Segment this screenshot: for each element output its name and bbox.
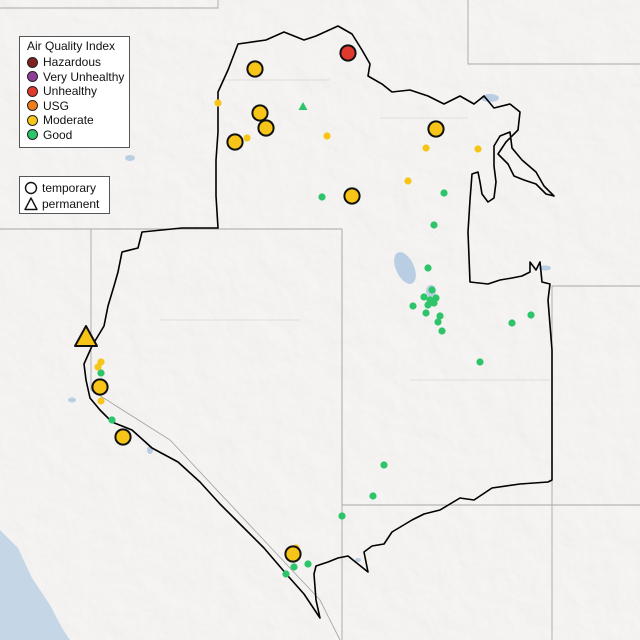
legend-item-good: Good [27, 128, 129, 143]
hazardous-swatch [27, 56, 38, 68]
triangle-icon [24, 197, 38, 211]
major-monitor-markers [74, 44, 445, 563]
moderate-swatch [27, 114, 38, 126]
legend-item-unhealthy: Unhealthy [27, 84, 129, 99]
aqi-legend: Air Quality Index Hazardous Very Unhealt… [19, 36, 130, 148]
ocean [0, 530, 70, 640]
moderate-temporary-monitor[interactable] [343, 187, 361, 205]
legend-item-very-unhealthy: Very Unhealthy [27, 70, 129, 85]
usg-swatch [27, 100, 38, 112]
good-monitor-dots [97, 189, 535, 578]
moderate-temporary-monitor[interactable] [226, 133, 244, 151]
unhealthy-temporary-monitor[interactable] [339, 44, 357, 62]
moderate-temporary-monitor[interactable] [427, 120, 445, 138]
legend-item-hazardous: Hazardous [27, 55, 129, 70]
legend-label: Moderate [43, 113, 94, 128]
legend-label: Hazardous [43, 55, 102, 70]
good-swatch [27, 129, 38, 141]
moderate-temporary-monitor[interactable] [246, 60, 264, 78]
legend-title: Air Quality Index [27, 39, 116, 53]
legend-item-permanent: permanent [23, 196, 109, 212]
unhealthy-swatch [27, 85, 38, 97]
moderate-permanent-monitor[interactable] [74, 325, 98, 347]
moderate-temporary-monitor[interactable] [251, 104, 269, 122]
moderate-temporary-monitor[interactable] [91, 378, 109, 396]
legend-label: Good [43, 127, 73, 142]
lakes [68, 94, 551, 562]
county-lines [160, 79, 550, 381]
legend-label: Very Unhealthy [43, 69, 125, 84]
moderate-temporary-monitor[interactable] [114, 428, 132, 446]
very-unhealthy-swatch [27, 71, 38, 83]
good-permanent-triangle [298, 102, 308, 110]
legend-item-temporary: temporary [23, 180, 109, 196]
legend-item-moderate: Moderate [27, 113, 129, 128]
legend-item-usg: USG [27, 99, 129, 114]
moderate-monitor-dots [94, 99, 482, 552]
moderate-temporary-monitor[interactable] [257, 119, 275, 137]
monitor-type-legend: temporary permanent [19, 176, 110, 214]
legend-label: permanent [42, 197, 100, 211]
moderate-temporary-monitor[interactable] [284, 545, 302, 563]
legend-label: USG [43, 98, 70, 113]
legend-label: Unhealthy [43, 84, 98, 99]
legend-label: temporary [42, 181, 97, 195]
circle-icon [24, 181, 38, 195]
region-outline [83, 25, 555, 619]
